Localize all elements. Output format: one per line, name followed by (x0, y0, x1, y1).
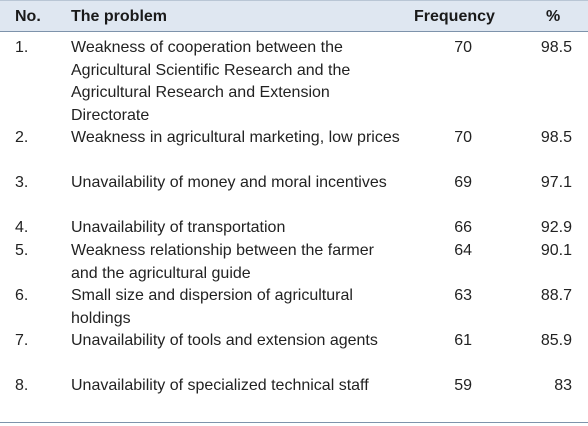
row-percent: 98.5 (540, 129, 572, 146)
row-percent: 98.5 (540, 39, 572, 56)
row-problem: Weakness relationship between the farmer… (71, 242, 374, 282)
row-problem: Weakness in agricultural marketing, low … (71, 129, 400, 146)
bottom-divider (0, 422, 588, 423)
row-percent: 92.9 (540, 219, 572, 236)
row-percent: 83 (554, 377, 572, 394)
row-percent: 97.1 (540, 174, 572, 191)
row-number: 6. (15, 287, 29, 304)
row-number: 7. (15, 332, 29, 349)
row-percent: 88.7 (540, 287, 572, 304)
row-number: 8. (15, 377, 29, 394)
row-number: 5. (15, 242, 29, 259)
row-problem: Weakness of cooperation between the Agri… (71, 39, 351, 124)
header-frequency: Frequency (414, 8, 495, 25)
row-frequency: 61 (454, 332, 472, 349)
row-frequency: 70 (454, 129, 472, 146)
row-frequency: 66 (454, 219, 472, 236)
header-no: No. (15, 8, 41, 25)
table-header: No. The problem Frequency % (0, 0, 588, 32)
row-percent: 90.1 (540, 242, 572, 259)
row-number: 1. (15, 39, 29, 56)
header-percent: % (546, 8, 561, 25)
row-problem: Unavailability of transportation (71, 219, 286, 236)
row-problem: Unavailability of money and moral incent… (71, 174, 387, 191)
header-problem: The problem (71, 8, 168, 25)
row-frequency: 59 (454, 377, 472, 394)
row-number: 3. (15, 174, 29, 191)
row-problem: Unavailability of tools and extension ag… (71, 332, 378, 349)
row-frequency: 64 (454, 242, 472, 259)
row-frequency: 63 (454, 287, 472, 304)
row-percent: 85.9 (540, 332, 572, 349)
row-frequency: 70 (454, 39, 472, 56)
row-number: 4. (15, 219, 29, 236)
row-number: 2. (15, 129, 29, 146)
row-problem: Small size and dispersion of agricultura… (71, 287, 353, 327)
row-problem: Unavailability of specialized technical … (71, 377, 369, 394)
row-frequency: 69 (454, 174, 472, 191)
